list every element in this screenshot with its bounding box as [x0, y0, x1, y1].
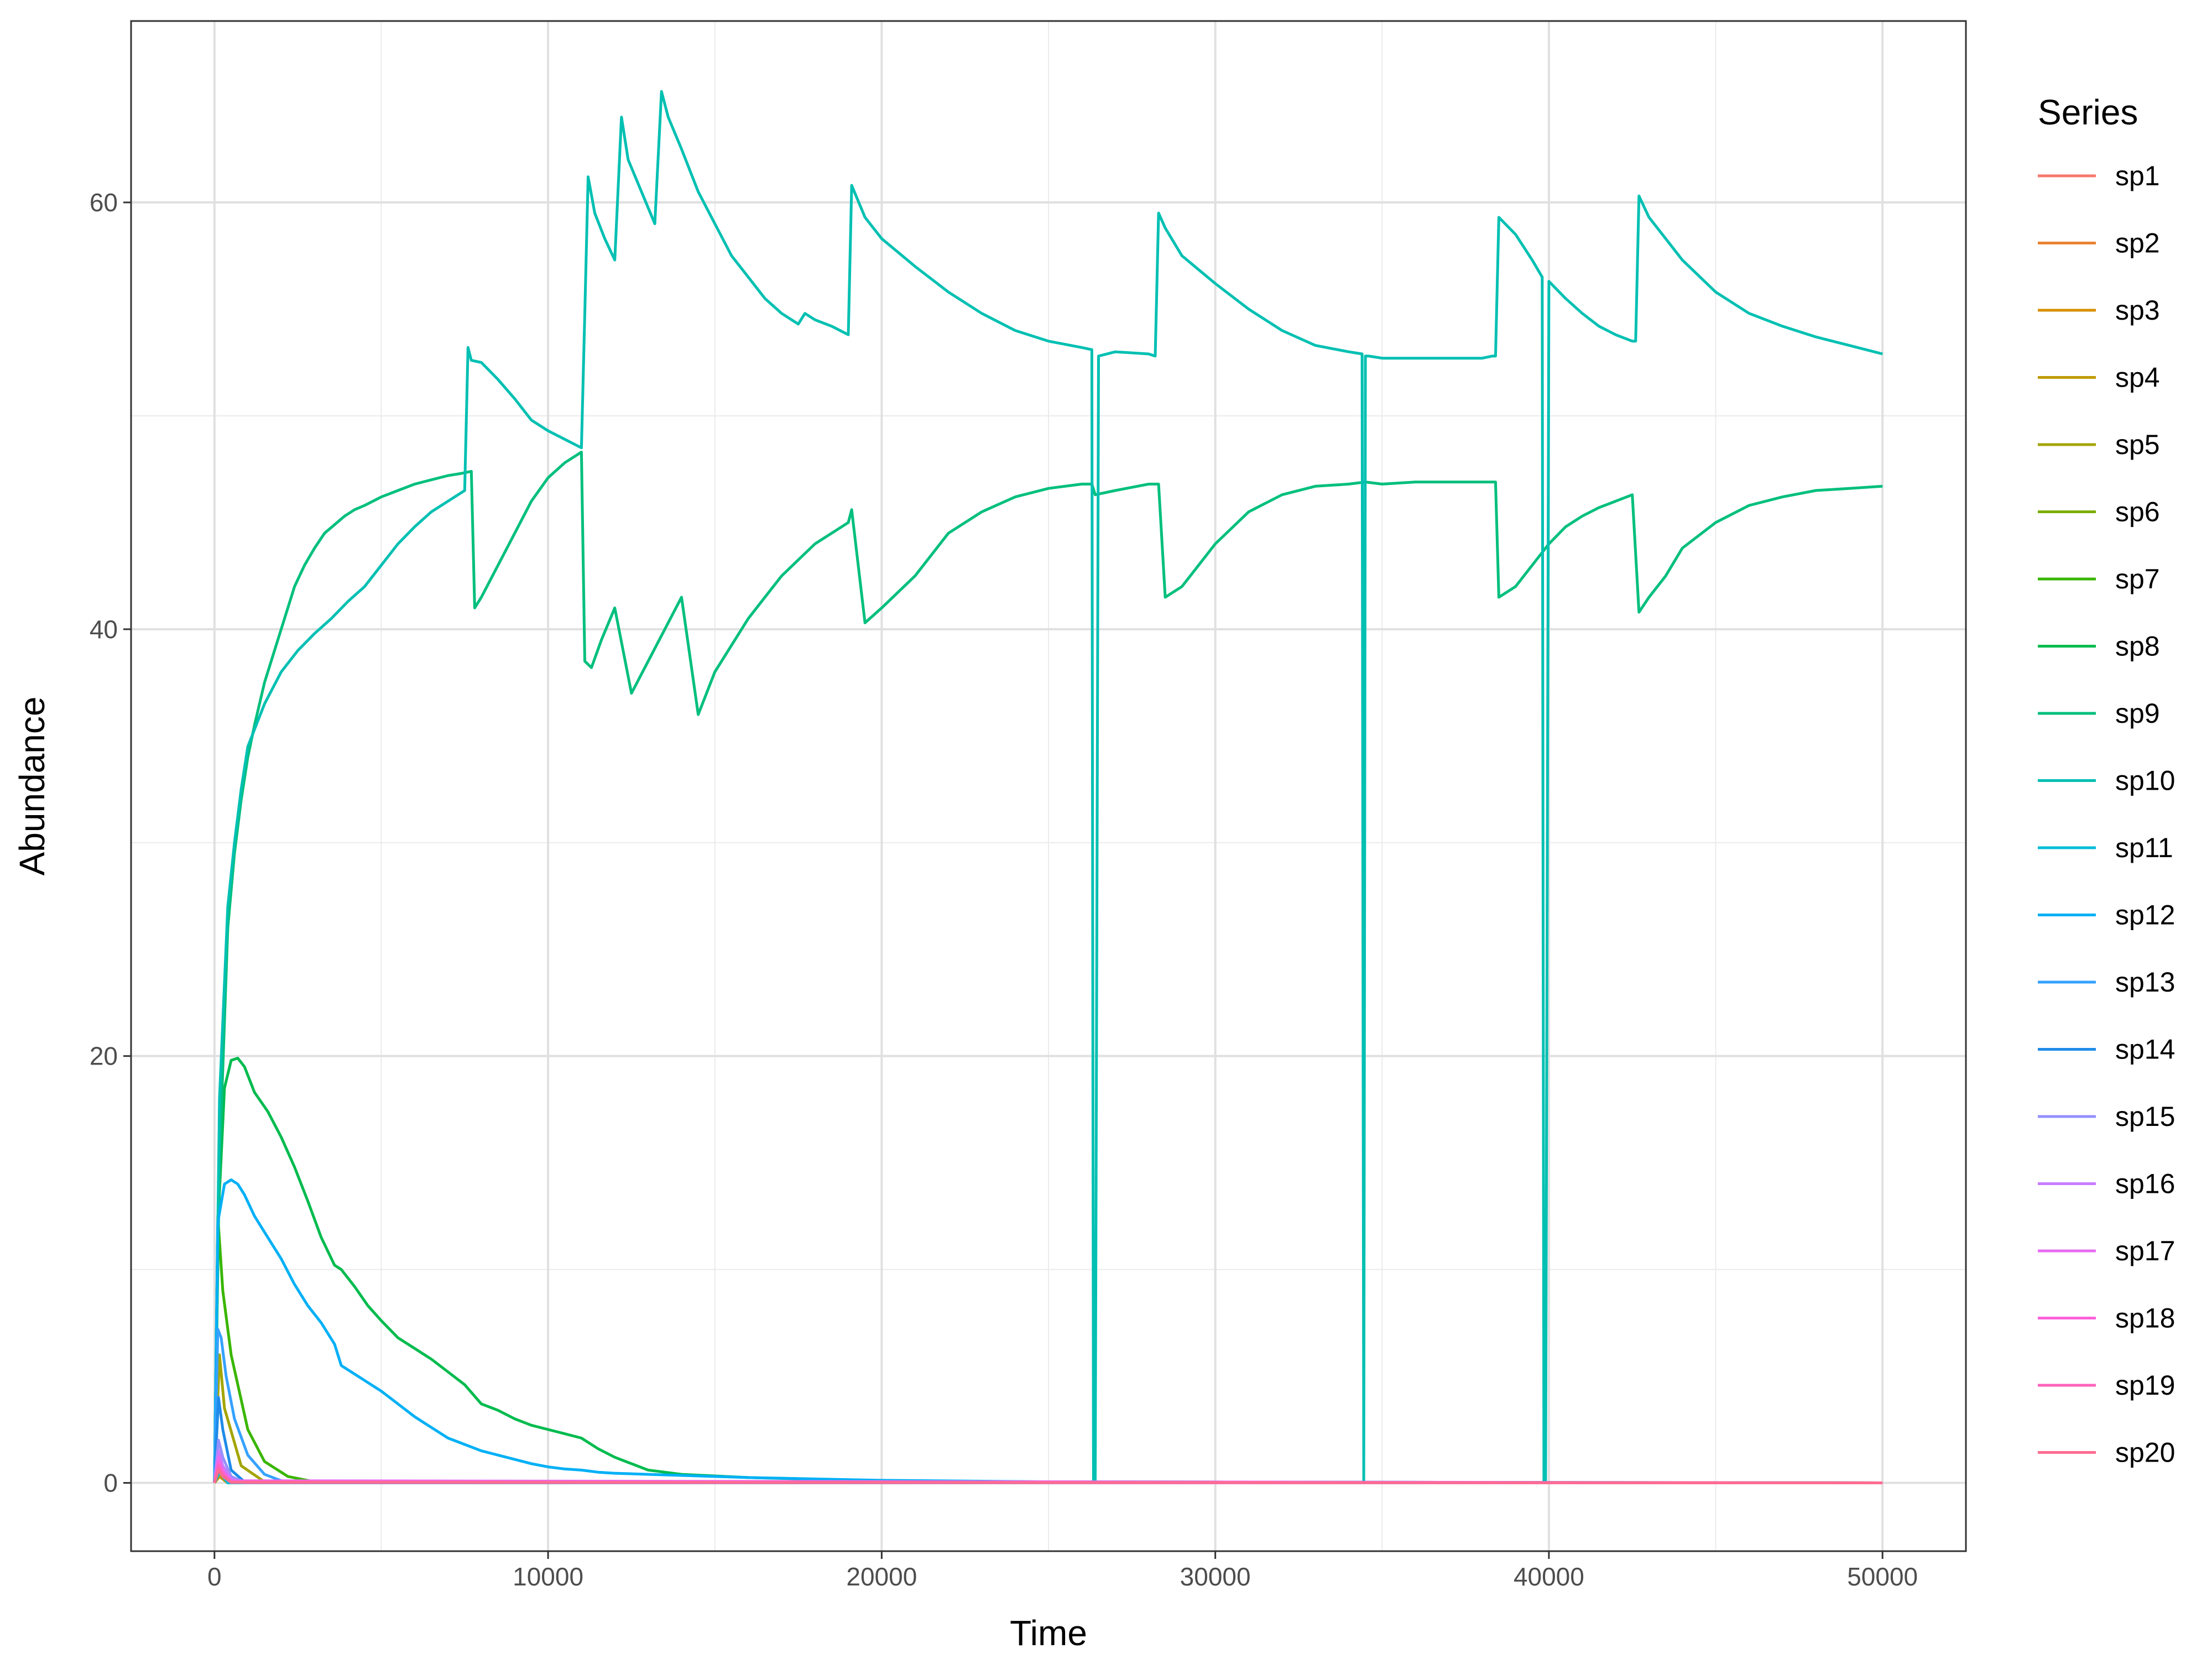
legend-label-sp14: sp14	[2115, 1034, 2175, 1065]
legend-label-sp15: sp15	[2115, 1101, 2175, 1132]
legend-label-sp13: sp13	[2115, 967, 2175, 998]
x-tick-label: 10000	[513, 1562, 583, 1591]
legend-label-sp9: sp9	[2115, 698, 2160, 729]
legend-label-sp12: sp12	[2115, 900, 2175, 931]
x-tick-label: 30000	[1180, 1562, 1251, 1591]
legend-label-sp18: sp18	[2115, 1303, 2175, 1334]
y-tick-label: 20	[90, 1042, 118, 1071]
x-tick-label: 20000	[846, 1562, 917, 1591]
legend-title: Series	[2038, 92, 2138, 132]
legend: Series sp1sp2sp3sp4sp5sp6sp7sp8sp9sp10sp…	[2038, 92, 2175, 1468]
legend-label-sp7: sp7	[2115, 564, 2160, 594]
legend-label-sp2: sp2	[2115, 228, 2160, 259]
x-tick-label: 40000	[1514, 1562, 1584, 1591]
series-line-sp12	[213, 1178, 1883, 1484]
panel-border	[130, 20, 1967, 1552]
legend-label-sp16: sp16	[2115, 1168, 2175, 1199]
grid-minor	[131, 21, 1966, 1551]
legend-label-sp10: sp10	[2115, 765, 2175, 796]
x-axis-title: Time	[1010, 1613, 1087, 1653]
series-line-sp8	[213, 1057, 1883, 1484]
series-line-sp20	[213, 1468, 1883, 1484]
legend-label-sp6: sp6	[2115, 497, 2160, 528]
legend-items: sp1 sp2 sp3 sp4 sp5 sp6 sp7 sp8 sp9 sp10 sp11 sp12 s…	[2038, 160, 2175, 1468]
legend-label-sp1: sp1	[2115, 160, 2160, 191]
legend-label-sp5: sp5	[2115, 429, 2160, 460]
x-tick-label: 0	[207, 1562, 222, 1591]
y-axis-title: Abundance	[12, 697, 52, 876]
y-tick-label: 0	[103, 1469, 118, 1498]
legend-label-sp20: sp20	[2115, 1437, 2175, 1468]
legend-label-sp11: sp11	[2115, 832, 2173, 863]
legend-label-sp19: sp19	[2115, 1370, 2175, 1401]
y-tick-label: 60	[90, 188, 118, 217]
series-layer	[213, 90, 1883, 1484]
legend-label-sp4: sp4	[2115, 362, 2160, 393]
x-axis: 0 10000 20000 30000 40000 50000	[207, 1551, 1918, 1591]
legend-label-sp3: sp3	[2115, 295, 2160, 326]
y-tick-label: 40	[90, 615, 118, 644]
y-axis: 0 20 40 60	[90, 188, 131, 1498]
legend-label-sp8: sp8	[2115, 631, 2160, 662]
plot-panel	[130, 20, 1967, 1552]
x-tick-label: 50000	[1847, 1562, 1918, 1591]
legend-label-sp17: sp17	[2115, 1235, 2175, 1266]
